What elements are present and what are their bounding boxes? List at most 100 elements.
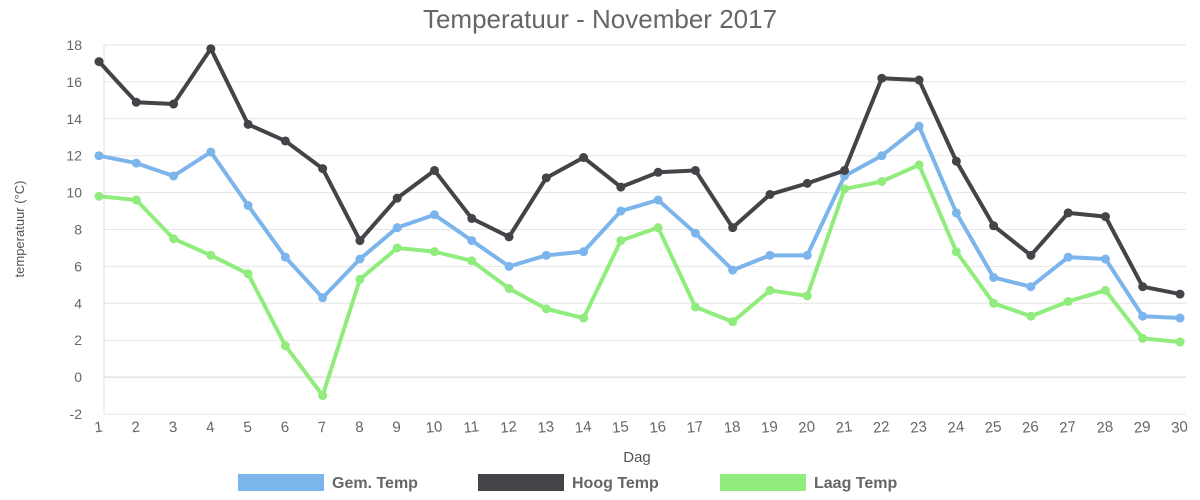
data-point xyxy=(169,171,179,181)
data-point xyxy=(94,191,104,201)
data-point xyxy=(1138,311,1148,321)
data-point xyxy=(280,341,290,351)
data-point xyxy=(392,223,402,233)
y-tick-label: 14 xyxy=(66,111,82,127)
data-point xyxy=(989,272,999,282)
x-tick-label: 14 xyxy=(574,418,592,437)
x-tick-label: 11 xyxy=(463,418,480,437)
y-tick-label: 16 xyxy=(66,74,82,90)
legend-swatch xyxy=(720,474,806,491)
data-point xyxy=(877,151,887,161)
data-point xyxy=(1138,333,1148,343)
data-point xyxy=(1063,208,1073,218)
data-point xyxy=(1100,285,1110,295)
x-tick-label: 2 xyxy=(131,419,141,437)
data-point xyxy=(504,261,514,271)
data-point xyxy=(1100,254,1110,264)
data-point xyxy=(206,44,216,54)
data-point xyxy=(728,265,738,275)
data-point xyxy=(504,284,514,294)
data-point xyxy=(765,250,775,260)
data-point xyxy=(1026,250,1036,260)
legend-swatch xyxy=(238,474,324,491)
data-point xyxy=(877,177,887,187)
data-point xyxy=(914,160,924,170)
x-tick-label: 3 xyxy=(168,419,178,437)
data-point xyxy=(169,99,179,109)
data-point xyxy=(392,243,402,253)
data-point xyxy=(318,293,328,303)
data-point xyxy=(1026,282,1036,292)
data-point xyxy=(1175,313,1185,323)
x-tick-label: 6 xyxy=(280,419,290,437)
data-point xyxy=(355,254,365,264)
x-tick-label: 12 xyxy=(499,418,517,437)
data-point xyxy=(467,213,477,223)
y-axis-title: temperatuur (°C) xyxy=(12,181,27,278)
y-tick-label: 4 xyxy=(74,295,82,311)
x-tick-label: 29 xyxy=(1133,418,1151,437)
x-tick-label: 20 xyxy=(798,418,816,437)
legend-label: Laag Temp xyxy=(814,475,898,492)
data-point xyxy=(131,97,141,107)
data-point xyxy=(541,304,551,314)
data-point xyxy=(765,189,775,199)
series-line-2 xyxy=(97,46,1182,297)
data-point xyxy=(989,221,999,231)
data-point xyxy=(840,184,850,194)
y-tick-label: 6 xyxy=(74,258,82,274)
data-point xyxy=(467,236,477,246)
data-point xyxy=(1026,311,1036,321)
data-point xyxy=(206,147,216,157)
data-point xyxy=(802,291,812,301)
y-tick-label: 12 xyxy=(66,148,82,164)
chart-title: Temperatuur - November 2017 xyxy=(423,4,777,34)
x-tick-label: 27 xyxy=(1059,418,1077,437)
data-point xyxy=(429,210,439,220)
x-tick-label: 23 xyxy=(909,418,927,437)
data-point xyxy=(429,165,439,175)
data-point xyxy=(280,136,290,146)
data-point xyxy=(579,153,589,163)
data-point xyxy=(653,167,663,177)
y-tick-label: -2 xyxy=(70,406,83,422)
data-point xyxy=(169,234,179,244)
x-tick-label: 18 xyxy=(723,418,741,437)
y-tick-label: 10 xyxy=(66,185,82,201)
data-point xyxy=(94,57,104,67)
data-point xyxy=(653,195,663,205)
data-point xyxy=(541,173,551,183)
legend: Gem. Temp Hoog Temp Laag Temp xyxy=(238,474,898,492)
x-tick-label: 26 xyxy=(1021,418,1039,437)
x-tick-label: 15 xyxy=(611,418,629,437)
x-tick-label: 9 xyxy=(392,419,402,437)
y-tick-label: 2 xyxy=(74,332,82,348)
data-point xyxy=(690,228,700,238)
data-point xyxy=(914,75,924,85)
x-tick-label: 1 xyxy=(93,419,103,437)
series-line-1 xyxy=(97,124,1182,321)
data-point xyxy=(951,208,961,218)
x-tick-label: 24 xyxy=(947,418,965,437)
data-point xyxy=(728,223,738,233)
data-point xyxy=(131,158,141,168)
data-point xyxy=(653,223,663,233)
data-point xyxy=(541,250,551,260)
data-point xyxy=(1100,212,1110,222)
x-tick-label: 10 xyxy=(425,418,443,437)
data-point xyxy=(1063,296,1073,306)
x-tick-label: 28 xyxy=(1096,418,1114,437)
data-point xyxy=(1063,252,1073,262)
data-point xyxy=(690,302,700,312)
x-tick-label: 5 xyxy=(243,419,253,437)
data-point xyxy=(131,195,141,205)
x-tick-label: 13 xyxy=(537,418,555,437)
series-line-3 xyxy=(97,162,1182,398)
data-point xyxy=(392,193,402,203)
x-axis-title: Dag xyxy=(623,449,651,466)
y-tick-label: 8 xyxy=(74,222,82,238)
x-tick-label: 19 xyxy=(760,418,778,437)
y-tick-label: 18 xyxy=(66,37,82,53)
data-point xyxy=(1175,337,1185,347)
